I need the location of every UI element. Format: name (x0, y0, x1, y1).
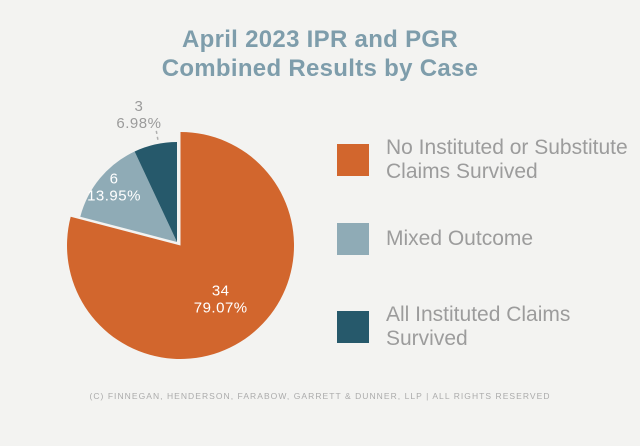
pie-slice-1 (80, 151, 177, 242)
legend-swatch-light-blue (337, 223, 369, 255)
pie-slice-2 (134, 142, 177, 242)
pie-slice-label-2: 3 6.98% (116, 98, 161, 132)
copyright-notice: (C) FINNEGAN, HENDERSON, FARABOW, GARRET… (89, 391, 551, 401)
legend-label: All Instituted Claims Survived (386, 303, 571, 350)
label-leader-line (155, 130, 159, 140)
pie-slice-0 (67, 132, 295, 359)
pie-slice-label-0: 34 79.07% (194, 283, 248, 317)
page-title-line2: Combined Results by Case (161, 55, 479, 82)
page-title: April 2023 IPR and PGR Combined Results … (0, 25, 640, 83)
legend-swatch-orange (337, 144, 369, 176)
legend-label: No Instituted or Substitute Claims Survi… (386, 136, 628, 183)
legend-item-all-instituted: All Instituted Claims Survived (337, 303, 636, 351)
legend: No Instituted or Substitute Claims Survi… (337, 136, 628, 356)
legend-item-mixed-outcome: Mixed Outcome (337, 223, 636, 255)
page-title-line1: April 2023 IPR and PGR (181, 26, 458, 53)
pie-slice-label-1: 6 13.95% (87, 171, 141, 205)
legend-label: Mixed Outcome (386, 227, 534, 250)
legend-item-no-instituted: No Instituted or Substitute Claims Survi… (337, 136, 636, 184)
legend-swatch-dark-teal (337, 311, 369, 343)
